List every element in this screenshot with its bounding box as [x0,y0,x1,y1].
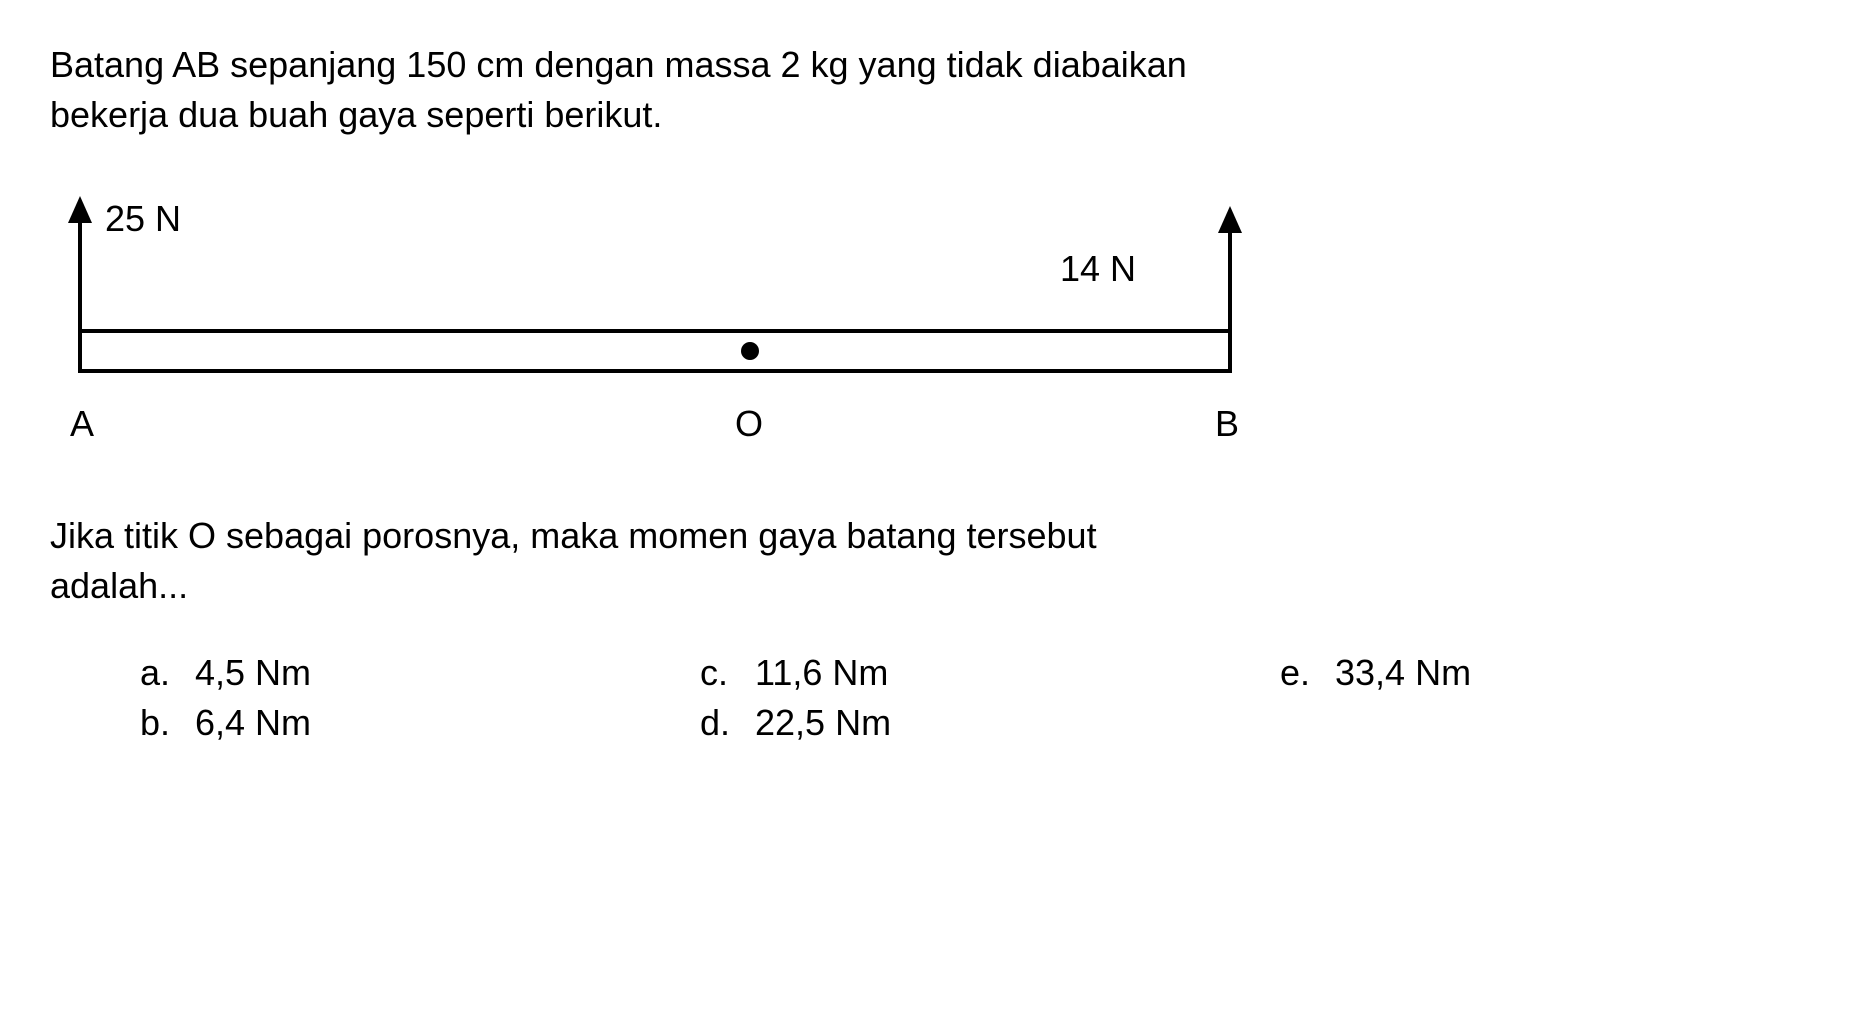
pivot-point-dot [741,342,759,360]
answer-options: a. 4,5 Nm b. 6,4 Nm c. 11,6 Nm d. 22,5 N… [50,652,1816,744]
point-b-label: B [1215,403,1239,444]
option-a-text: 4,5 Nm [195,652,311,694]
option-b: b. 6,4 Nm [140,702,700,744]
option-c: c. 11,6 Nm [700,652,1280,694]
option-column-3: e. 33,4 Nm [1280,652,1680,744]
option-e: e. 33,4 Nm [1280,652,1680,694]
point-a-label: A [70,403,94,444]
option-d-text: 22,5 Nm [755,702,891,744]
question-text: Batang AB sepanjang 150 cm dengan massa … [50,40,1816,141]
option-column-2: c. 11,6 Nm d. 22,5 Nm [700,652,1280,744]
beam-diagram-svg: 25 N 14 N A O B [60,191,1260,451]
force-b-label: 14 N [1060,248,1136,289]
question-line1: Batang AB sepanjang 150 cm dengan massa … [50,44,1187,85]
option-a-letter: a. [140,652,195,694]
physics-diagram: 25 N 14 N A O B [60,191,1260,451]
option-d: d. 22,5 Nm [700,702,1280,744]
option-a: a. 4,5 Nm [140,652,700,694]
option-e-text: 33,4 Nm [1335,652,1471,694]
option-e-letter: e. [1280,652,1335,694]
point-o-label: O [735,403,763,444]
option-b-letter: b. [140,702,195,744]
beam-rect [80,331,1230,371]
option-c-letter: c. [700,652,755,694]
force-a-arrowhead [68,196,92,223]
question-line2: bekerja dua buah gaya seperti berikut. [50,94,662,135]
followup-line1: Jika titik O sebagai porosnya, maka mome… [50,515,1097,556]
option-d-letter: d. [700,702,755,744]
followup-text: Jika titik O sebagai porosnya, maka mome… [50,511,1816,612]
followup-line2: adalah... [50,565,188,606]
option-c-text: 11,6 Nm [755,652,888,694]
force-b-arrowhead [1218,206,1242,233]
option-column-1: a. 4,5 Nm b. 6,4 Nm [140,652,700,744]
option-b-text: 6,4 Nm [195,702,311,744]
force-a-label: 25 N [105,198,181,239]
